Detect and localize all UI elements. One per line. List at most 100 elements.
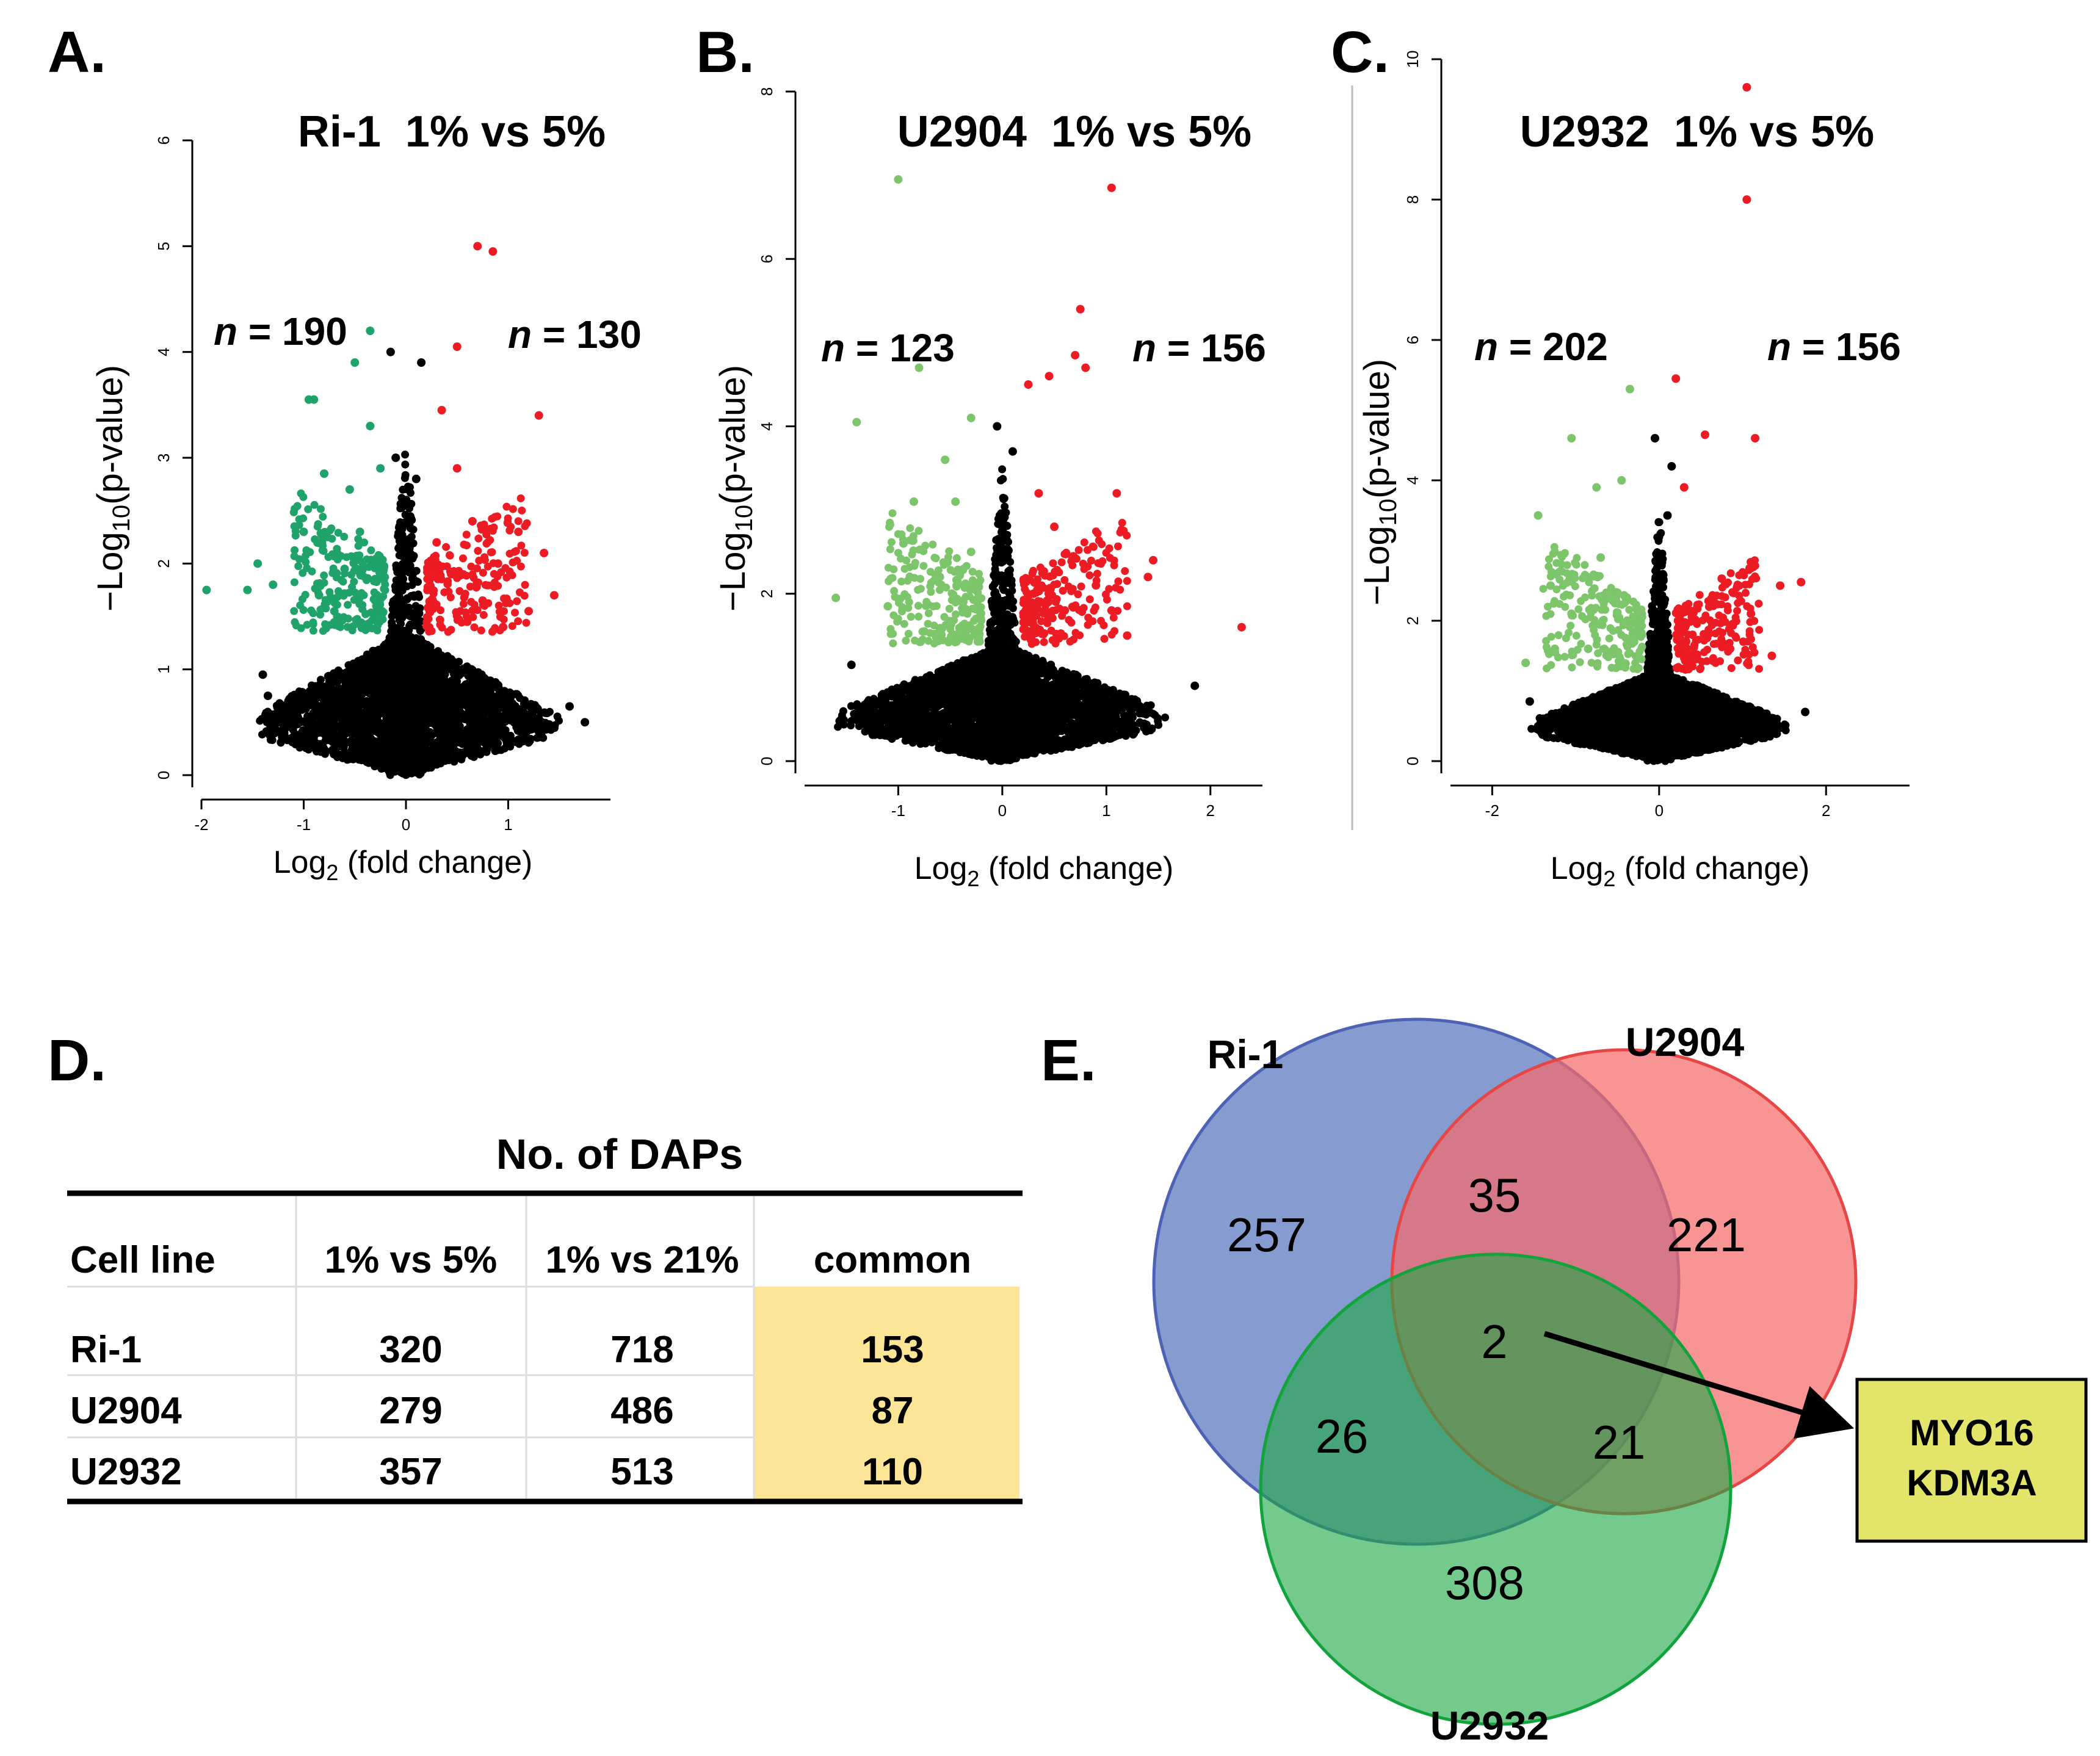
- point-ns: [291, 721, 300, 729]
- x-tick-label: 0: [998, 801, 1007, 820]
- point-ns: [543, 709, 552, 718]
- point-ns: [358, 656, 367, 665]
- point-down: [314, 591, 324, 600]
- point-up: [491, 582, 500, 591]
- point-down: [366, 422, 375, 430]
- point-ns: [406, 620, 415, 629]
- point-down: [368, 624, 376, 633]
- point-ns: [411, 755, 419, 764]
- point-ns: [451, 669, 459, 677]
- point-down: [311, 535, 319, 543]
- point-up: [447, 569, 457, 579]
- point-down: [330, 598, 338, 607]
- point-up: [472, 584, 480, 592]
- point-ns: [417, 692, 425, 701]
- point-ns: [400, 474, 409, 482]
- point-down: [306, 548, 314, 557]
- point-ns: [325, 708, 333, 717]
- point-ns: [460, 688, 469, 696]
- point-ns: [267, 725, 275, 734]
- point-ns: [401, 460, 410, 469]
- panel-label-e: E.: [1041, 1028, 1096, 1093]
- point-up: [480, 556, 489, 565]
- point-ns: [324, 672, 332, 681]
- point-ns: [388, 722, 397, 731]
- point-up: [429, 590, 438, 598]
- point-ns: [519, 720, 527, 729]
- point-ns: [360, 743, 369, 751]
- point-down: [375, 606, 384, 615]
- n-up-label: n = 130: [508, 313, 642, 356]
- point-ns: [365, 735, 374, 743]
- point-ns: [346, 714, 355, 722]
- point-ns: [465, 710, 474, 719]
- point-ns: [458, 700, 467, 709]
- point-down: [289, 508, 298, 516]
- point-ns: [415, 767, 424, 776]
- point-ns: [281, 732, 289, 741]
- point-ns: [466, 737, 474, 745]
- point-down: [376, 464, 385, 473]
- point-up: [438, 623, 446, 632]
- point-ns: [534, 704, 542, 713]
- point-ns: [348, 730, 357, 739]
- point-ns: [413, 718, 421, 726]
- point-ns: [393, 611, 402, 620]
- point-up: [514, 617, 523, 626]
- point-down: [380, 585, 388, 593]
- point-ns: [485, 693, 493, 702]
- n-down-label: n = 123: [821, 326, 955, 370]
- panel-label-c: C.: [1331, 20, 1389, 85]
- point-up: [513, 597, 521, 605]
- point-down: [317, 530, 325, 538]
- point-ns: [436, 662, 444, 670]
- point-ns: [411, 652, 419, 661]
- point-up: [499, 607, 508, 615]
- point-ns: [387, 756, 396, 764]
- point-ns: [319, 684, 327, 692]
- y-tick-label: 1: [154, 665, 173, 673]
- point-up: [432, 600, 441, 609]
- y-tick-label: 3: [154, 453, 173, 462]
- point-up: [488, 527, 497, 535]
- y-tick-label: 4: [154, 347, 173, 356]
- x-tick-label: -1: [891, 801, 905, 820]
- y-tick-label: 4: [758, 422, 776, 430]
- point-ns: [479, 707, 487, 716]
- point-up: [444, 577, 452, 585]
- point-ns: [402, 543, 410, 551]
- point-ns: [281, 724, 290, 732]
- point-down: [339, 577, 347, 586]
- point-down: [320, 571, 328, 580]
- point-down: [340, 565, 349, 573]
- point-up: [478, 596, 487, 605]
- point-down: [290, 607, 299, 615]
- point-up: [423, 566, 432, 574]
- point-ns: [415, 609, 424, 618]
- point-up: [462, 541, 471, 550]
- point-up: [501, 564, 510, 573]
- point-ns: [351, 685, 360, 694]
- point-up: [514, 517, 523, 526]
- point-ns: [396, 732, 405, 740]
- point-ns: [357, 732, 366, 741]
- point-down: [358, 601, 367, 609]
- point-ns: [316, 676, 325, 684]
- point-up: [479, 568, 487, 577]
- point-ns: [1161, 714, 1170, 722]
- point-up: [438, 562, 447, 571]
- point-ns: [340, 750, 349, 759]
- point-ns: [418, 760, 427, 768]
- panel-label-d: D.: [48, 1028, 106, 1093]
- panel-label-b: B.: [696, 20, 755, 85]
- point-ns: [487, 710, 496, 718]
- point-down: [369, 614, 378, 623]
- point-ns: [496, 687, 504, 696]
- point-ns: [404, 502, 413, 511]
- point-down: [320, 579, 328, 587]
- point-ns: [470, 680, 479, 688]
- point-ns: [369, 718, 377, 726]
- point-ns: [447, 756, 456, 764]
- point-ns: [417, 739, 425, 747]
- point-down: [314, 520, 322, 529]
